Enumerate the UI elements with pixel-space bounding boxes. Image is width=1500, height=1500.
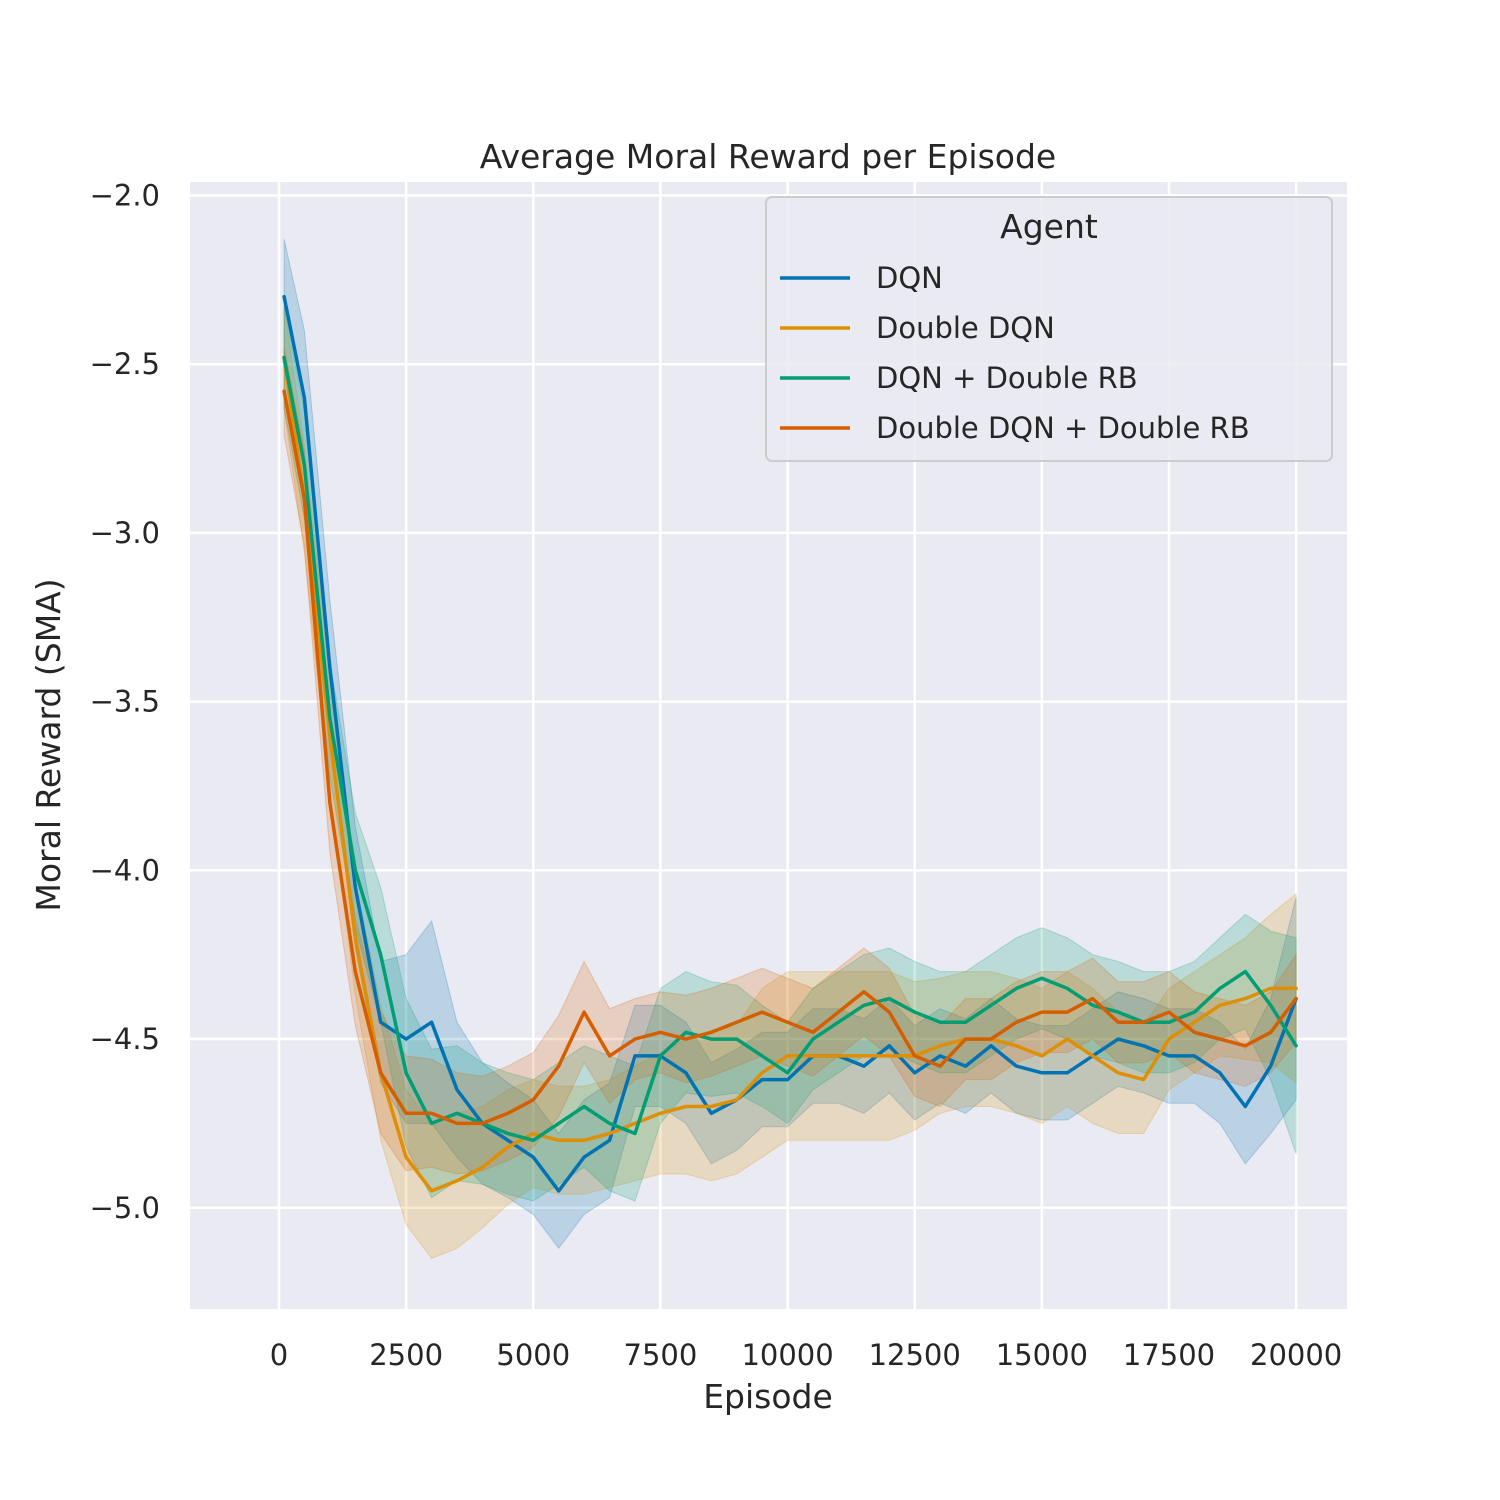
x-tick-label: 5000	[496, 1338, 570, 1372]
x-axis: 0 2500 5000 7500 10000 12500 15000 17500 20000	[270, 1338, 1343, 1372]
x-axis-title: Episode	[703, 1377, 833, 1416]
y-tick-label: −2.0	[90, 178, 160, 212]
x-tick-label: 15000	[996, 1338, 1088, 1372]
x-tick-label: 20000	[1250, 1338, 1342, 1372]
y-tick-label: −5.0	[90, 1191, 160, 1225]
legend-items: DQN Double DQN DQN + Double RB Double DQN +…	[780, 261, 1250, 445]
ci-band-dqn	[283, 239, 1297, 1250]
x-tick-label: 2500	[369, 1338, 443, 1372]
x-tick-label: 0	[270, 1338, 288, 1372]
chart-title: Average Moral Reward per Episode	[480, 137, 1056, 176]
y-tick-label: −4.0	[90, 853, 160, 887]
legend-label-dqn: DQN	[876, 261, 943, 295]
legend-label-double-dqn: Double DQN	[876, 311, 1055, 345]
legend-box	[765, 196, 1333, 462]
y-axis-title: Moral Reward (SMA)	[29, 578, 68, 911]
series-line-double-dqn-double-rb	[282, 389, 1298, 1126]
series-line-dqn	[282, 294, 1298, 1193]
x-tick-label: 10000	[741, 1338, 833, 1372]
x-tick-label: 7500	[624, 1338, 698, 1372]
ci-band-double-dqn	[283, 306, 1297, 1260]
legend-label-double-dqn-double-rb: Double DQN + Double RB	[876, 411, 1250, 445]
x-tick-label: 17500	[1123, 1338, 1215, 1372]
y-tick-label: −3.5	[90, 685, 160, 719]
series-lines	[282, 294, 1298, 1193]
y-tick-label: −2.5	[90, 347, 160, 381]
series-line-dqn-double-rb	[282, 355, 1298, 1143]
legend: Agent DQN Double DQN DQN + Double RB Double…	[765, 196, 1333, 462]
legend-title: Agent	[1000, 207, 1098, 246]
series-line-double-dqn	[282, 355, 1298, 1193]
x-tick-label: 12500	[869, 1338, 961, 1372]
legend-label-dqn-double-rb: DQN + Double RB	[876, 361, 1138, 395]
y-tick-label: −4.5	[90, 1022, 160, 1056]
y-tick-label: −3.0	[90, 516, 160, 550]
y-axis: −2.0 −2.5 −3.0 −3.5 −4.0 −4.5 −5.0	[90, 178, 160, 1224]
